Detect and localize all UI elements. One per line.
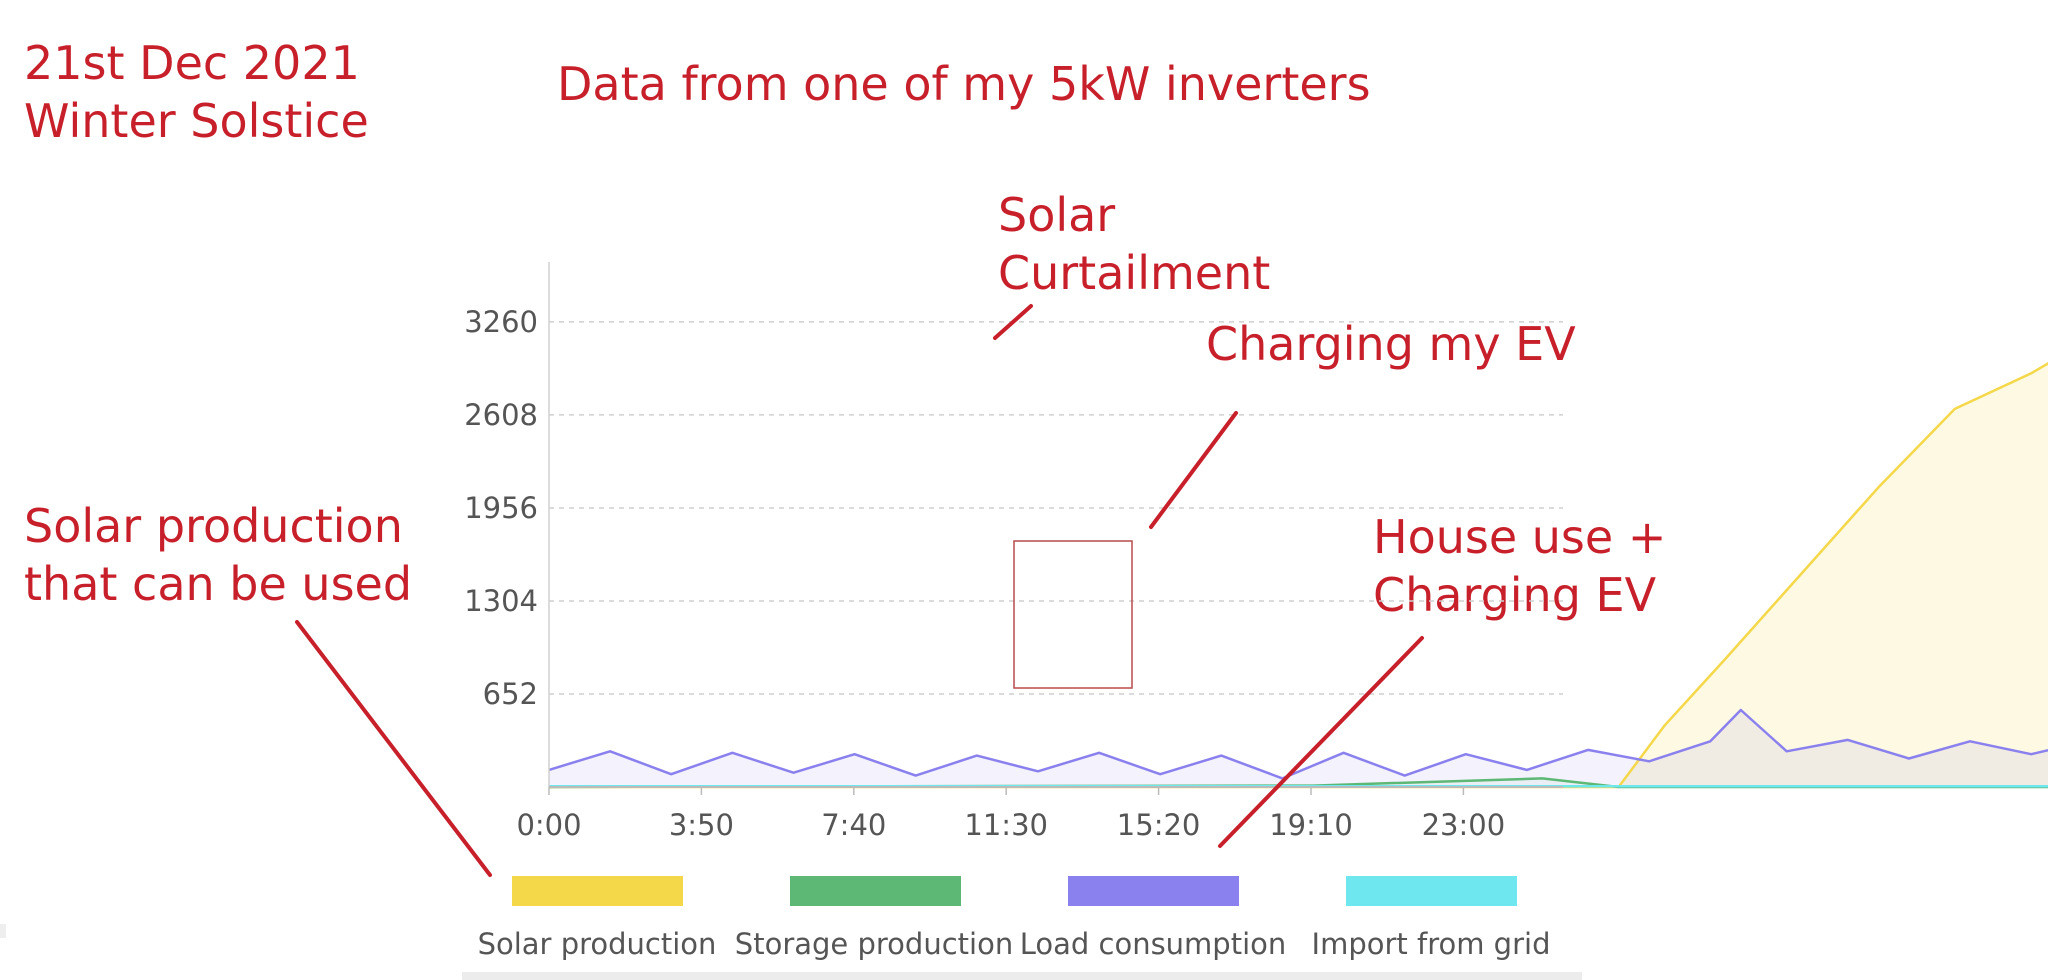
curtailment-arrow [993,304,1033,340]
date-annotation: 21st Dec 2021 Winter Solstice [24,34,369,150]
legend-swatch [512,876,683,906]
gridlines [549,321,1563,695]
ev-highlight-box [1013,540,1133,689]
legend-swatch [1068,876,1239,906]
series-line [548,777,2048,789]
x-tick-label: 15:20 [1117,808,1201,842]
house-line-2: Charging EV [1373,568,1657,622]
legend-swatch [790,876,961,906]
ev-arrow [1149,411,1238,529]
y-tick-label: 2608 [464,398,538,432]
y-tick-label: 1304 [464,584,538,618]
legend-label: Solar production [478,927,717,961]
house-annotation: House use + Charging EV [1373,508,1666,624]
corner-mark [0,924,6,938]
series-line [548,708,2048,780]
series-areas [549,363,2048,787]
ev-annotation: Charging my EV [1206,317,1576,371]
curtailment-annotation: Solar Curtailment [998,186,1270,302]
x-tick-label: 19:10 [1269,808,1353,842]
x-tick-label: 7:40 [821,808,886,842]
solstice-line: Winter Solstice [24,94,369,148]
legend-label: Storage production [735,927,1013,961]
y-tick-label: 3260 [464,305,538,339]
y-tick-label: 652 [483,677,538,711]
x-tick-label: 11:30 [964,808,1048,842]
bottom-scroll-strip [462,972,1582,980]
x-tick-label: 23:00 [1422,808,1506,842]
curtailment-line-2: Curtailment [998,246,1271,300]
series-area [549,710,2048,787]
date-line: 21st Dec 2021 [24,36,360,90]
solar-used-annotation: Solar production that can be used [24,497,412,613]
x-tick-label: 0:00 [516,808,581,842]
y-tick-label: 1956 [464,491,538,525]
house-arrow [1218,636,1424,848]
solar-used-line-2: that can be used [24,557,413,611]
solar-used-arrow [295,620,492,877]
curtailment-line-1: Solar [998,188,1116,242]
axes: 652 1304 1956 2608 3260 0:00 3:50 7:40 11:30 15:2… [464,262,1563,842]
house-line-1: House use + [1373,510,1667,564]
legend-swatch [1346,876,1517,906]
legend: Solar production Storage production Load c… [478,876,1551,961]
legend-label: Import from grid [1312,927,1551,961]
legend-label: Load consumption [1020,927,1287,961]
annotation-arrows [295,304,1424,877]
page-title: Data from one of my 5kW inverters [557,57,1371,111]
solar-used-line-1: Solar production [24,499,403,553]
x-tick-label: 3:50 [669,808,734,842]
series-area [549,363,2048,787]
